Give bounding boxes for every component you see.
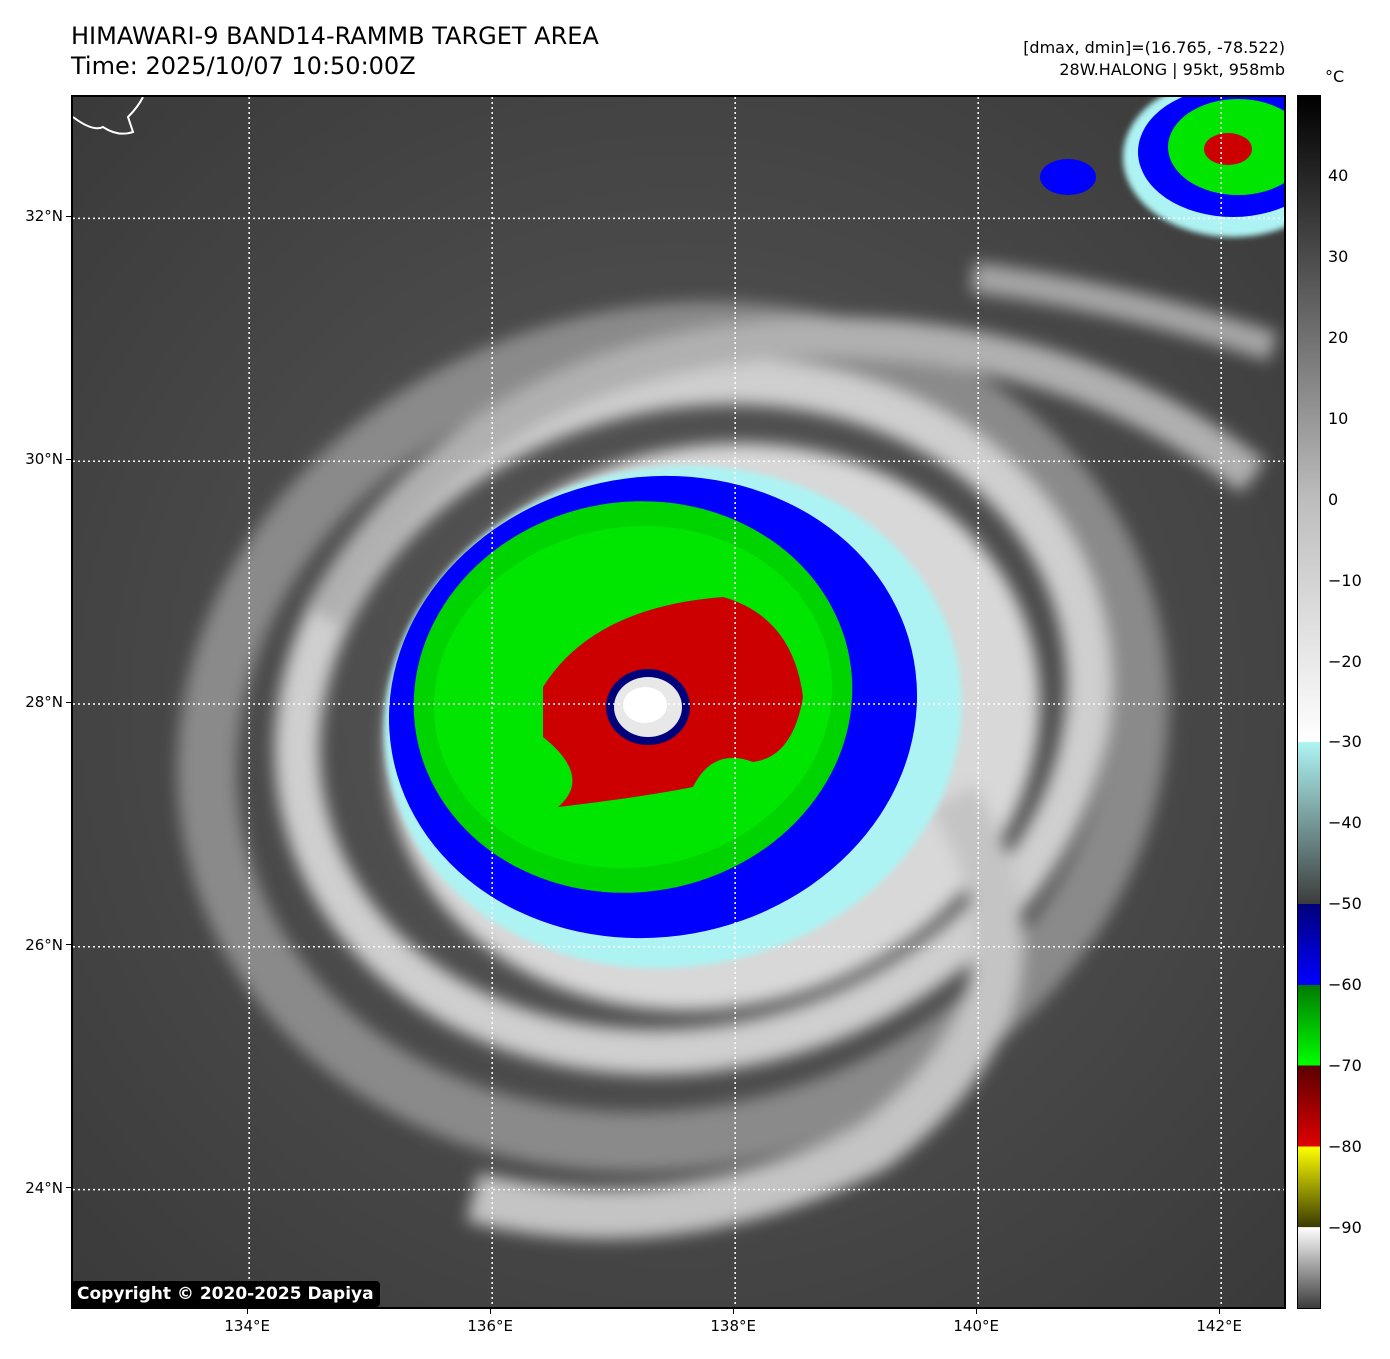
colorbar-tick-label: 30 (1328, 246, 1349, 266)
lat-tick-mark (66, 944, 71, 946)
lon-tick-mark (1218, 1309, 1220, 1314)
time-label: Time: 2025/10/07 10:50:00Z (71, 52, 416, 80)
lat-tick-mark (66, 458, 71, 460)
lat-tick-label: 28°N (25, 693, 63, 711)
lon-tick-mark (489, 1309, 491, 1314)
lat-tick-label: 24°N (25, 1178, 63, 1197)
colorbar-unit: °C (1325, 67, 1345, 86)
lon-tick-label: 142°E (1196, 1317, 1242, 1335)
satellite-imagery (73, 97, 1284, 1307)
colorbar (1297, 95, 1321, 1309)
colorbar-tick-label: 10 (1328, 408, 1349, 428)
chart-title: HIMAWARI-9 BAND14-RAMMB TARGET AREA (71, 22, 599, 50)
lon-tick-mark (975, 1309, 977, 1314)
coastline (73, 97, 144, 135)
lat-tick-mark (66, 215, 71, 217)
satellite-map (71, 95, 1286, 1309)
colorbar-tick-label: −70 (1328, 1056, 1362, 1076)
lon-tick-label: 140°E (953, 1317, 999, 1335)
lat-tick-label: 30°N (25, 450, 63, 469)
lon-tick-mark (246, 1309, 248, 1314)
lon-tick-mark (732, 1309, 734, 1314)
colorbar-tick-label: 0 (1328, 489, 1339, 509)
colorbar-tick-label: −50 (1328, 894, 1362, 914)
colorbar-tick-label: −40 (1328, 813, 1362, 833)
lon-tick-label: 136°E (467, 1317, 513, 1335)
lat-tick-label: 32°N (25, 207, 63, 226)
secondary-system (1040, 97, 1284, 237)
colorbar-tick-label: −90 (1328, 1218, 1362, 1238)
lon-tick-label: 138°E (710, 1317, 756, 1335)
colorbar-tick-label: 20 (1328, 327, 1349, 347)
storm-info-label: 28W.HALONG | 95kt, 958mb (1059, 60, 1285, 79)
lat-tick-mark (66, 701, 71, 703)
colorbar-tick-label: −60 (1328, 975, 1362, 995)
gridlines (73, 97, 1284, 1307)
colorbar-tick-label: 40 (1328, 165, 1349, 185)
colorbar-tick-label: −10 (1328, 570, 1362, 590)
lat-tick-label: 26°N (25, 935, 63, 954)
lon-tick-label: 134°E (224, 1317, 270, 1335)
lat-tick-mark (66, 1187, 71, 1189)
dmax-dmin-label: [dmax, dmin]=(16.765, -78.522) (1023, 38, 1285, 57)
colorbar-tick-label: −80 (1328, 1137, 1362, 1157)
cold-cloud-shield (384, 465, 962, 969)
colorbar-tick-label: −20 (1328, 651, 1362, 671)
copyright-badge: Copyright © 2020-2025 Dapiya (71, 1281, 380, 1307)
colorbar-tick-label: −30 (1328, 732, 1362, 752)
